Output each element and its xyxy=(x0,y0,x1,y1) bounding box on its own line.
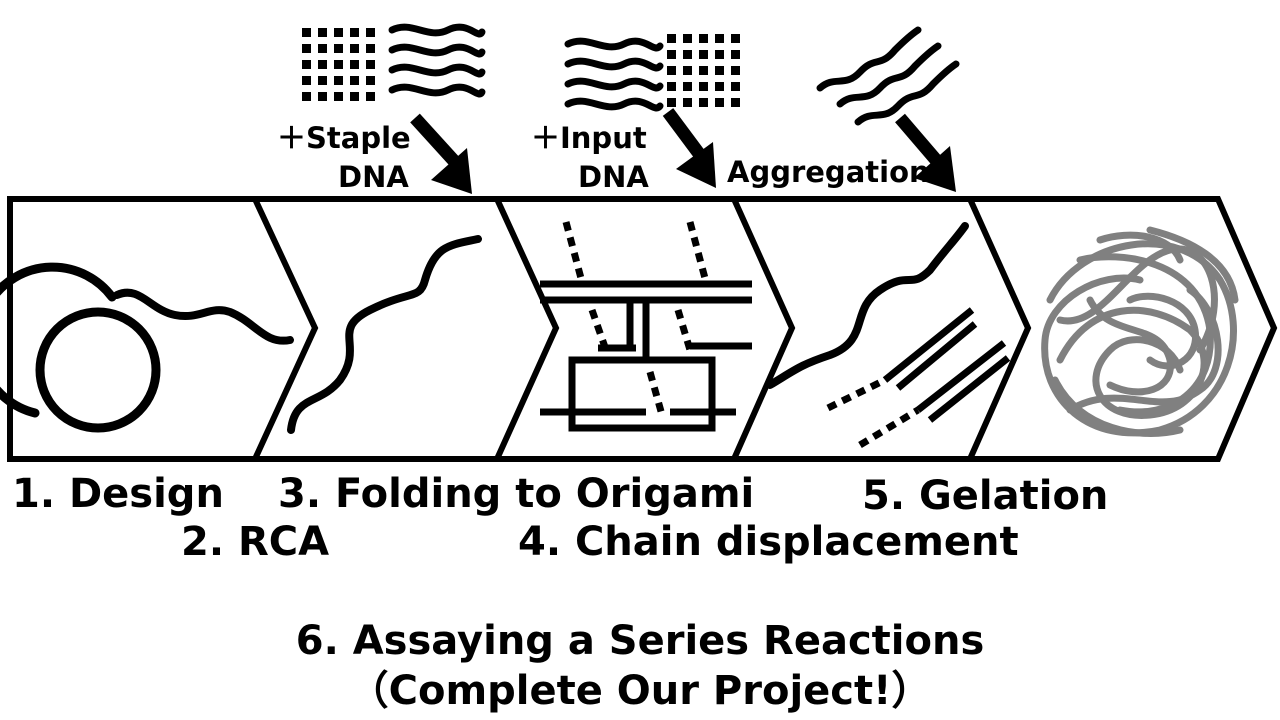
footer-line-1: 6. Assaying a Series Reactions xyxy=(295,618,985,664)
divider-3 xyxy=(731,197,796,461)
step-3-label: 3. Folding to Origami xyxy=(278,471,755,517)
step-1-label: 1. Design xyxy=(12,471,224,517)
step-2-label: 2. RCA xyxy=(181,519,330,565)
step-4-label: 4. Chain displacement xyxy=(518,519,1019,565)
divider-4 xyxy=(967,197,1032,461)
input-dna-icon xyxy=(564,34,740,112)
rca-strand-icon xyxy=(287,235,482,434)
circular-dna-icon xyxy=(0,262,294,433)
chain-displacement-icon xyxy=(766,222,1011,448)
staple-dna-icon xyxy=(302,23,486,101)
arrow-input xyxy=(662,108,716,188)
chevron-outline xyxy=(7,196,1278,462)
staple-dna-label-line1: ＋Staple xyxy=(277,121,411,155)
divider-1 xyxy=(252,197,319,461)
aggregation-strands-icon xyxy=(816,26,960,126)
staple-dna-label-line2: DNA xyxy=(338,160,409,194)
divider-2 xyxy=(494,197,560,461)
input-dna-label-line2: DNA xyxy=(578,160,649,194)
aggregation-label: Aggregation xyxy=(727,155,930,189)
arrow-aggregation xyxy=(895,113,956,192)
process-chevron xyxy=(7,196,1278,462)
arrow-staple xyxy=(410,113,472,194)
origami-structure-icon xyxy=(540,221,752,432)
gel-network-icon xyxy=(1041,226,1239,437)
input-dna-label-line1: ＋Input xyxy=(531,121,647,155)
footer-line-2: （Complete Our Project!） xyxy=(348,668,932,714)
step-5-label: 5. Gelation xyxy=(862,473,1109,519)
